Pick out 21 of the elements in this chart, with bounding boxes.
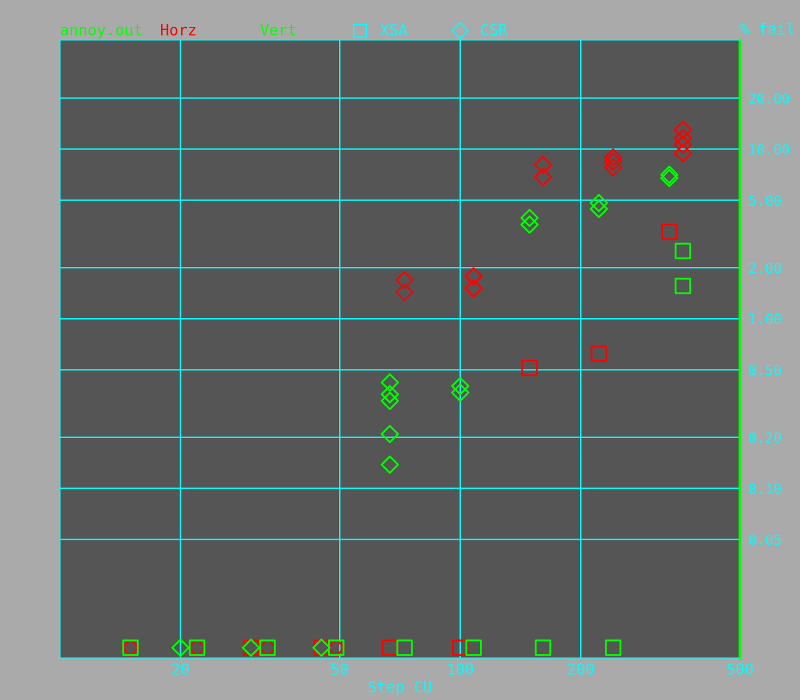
- y-tick-label: 0.10: [749, 483, 781, 494]
- y-tick-label: 1.00: [750, 314, 781, 324]
- y-axis-title: % fail: [740, 22, 794, 35]
- y-tick-label: 0.50: [749, 364, 781, 376]
- x-tick-label: 20: [172, 663, 189, 675]
- text: Vert: [260, 24, 296, 36]
- y-tick-label: 10.00: [750, 144, 790, 155]
- text: CSR: [481, 24, 508, 36]
- x-tick-label: 200: [568, 663, 594, 675]
- text: XSA: [380, 24, 408, 36]
- x-tick-label: 100: [448, 663, 474, 675]
- y-tick-label: 2.00: [749, 262, 781, 274]
- y-tick-label: 0.05: [749, 534, 781, 545]
- x-axis-title: Step CU: [368, 680, 432, 696]
- text: Horz: [161, 24, 196, 36]
- y-tick-label: 20.00: [749, 93, 790, 104]
- chart-title: annoy.out: [60, 24, 142, 38]
- y-tick-label: 0.20: [749, 432, 781, 443]
- y-tick-label: 5.00: [749, 195, 781, 206]
- x-tick-label: 50: [332, 663, 348, 675]
- x-tick-label: 500: [727, 663, 753, 675]
